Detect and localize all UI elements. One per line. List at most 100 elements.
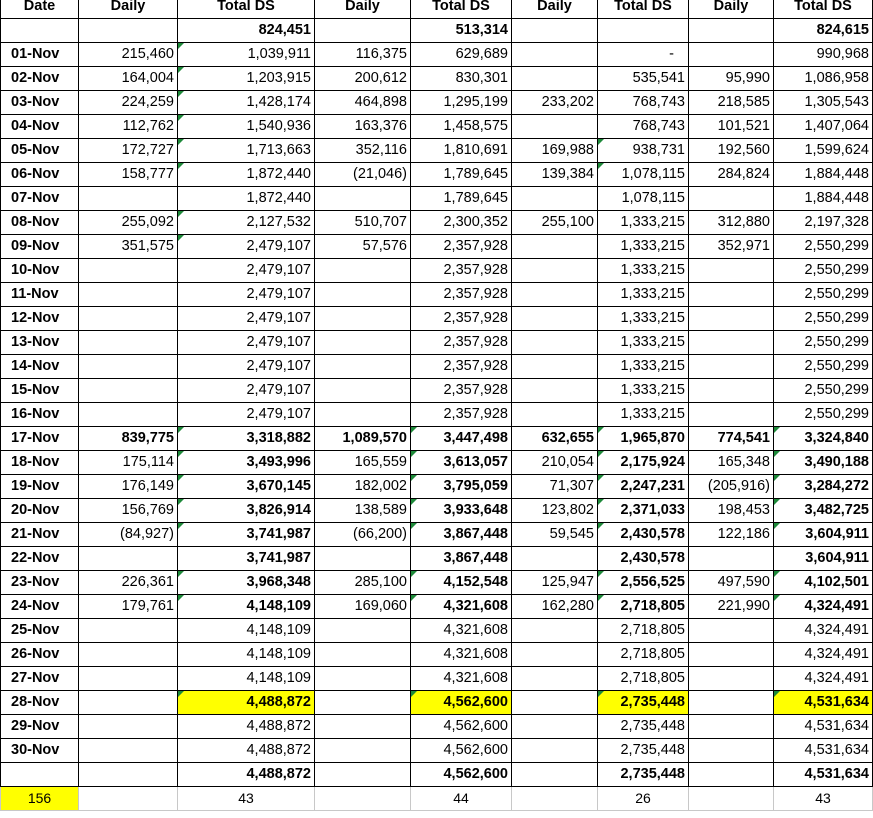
- total-ds-cell[interactable]: 2,300,352: [410, 210, 512, 235]
- daily-cell[interactable]: 71,307: [511, 474, 598, 499]
- closing-cell[interactable]: 4,562,600: [410, 762, 512, 787]
- total-ds-cell[interactable]: 2,479,107: [177, 354, 315, 379]
- daily-cell[interactable]: [511, 690, 598, 715]
- daily-cell[interactable]: [688, 330, 774, 355]
- closing-cell[interactable]: [0, 762, 79, 787]
- daily-cell[interactable]: 95,990: [688, 66, 774, 91]
- date-cell[interactable]: 24-Nov: [0, 594, 79, 619]
- date-cell[interactable]: 05-Nov: [0, 138, 79, 163]
- daily-cell[interactable]: 497,590: [688, 570, 774, 595]
- total-ds-cell[interactable]: 2,479,107: [177, 282, 315, 307]
- date-cell[interactable]: 17-Nov: [0, 426, 79, 451]
- total-ds-cell[interactable]: 2,718,805: [597, 666, 689, 691]
- daily-cell[interactable]: [314, 738, 411, 763]
- total-ds-cell[interactable]: 4,148,109: [177, 594, 315, 619]
- daily-cell[interactable]: 352,971: [688, 234, 774, 259]
- total-ds-cell[interactable]: 1,333,215: [597, 402, 689, 427]
- total-ds-cell[interactable]: 2,430,578: [597, 546, 689, 571]
- total-ds-cell[interactable]: 3,490,188: [773, 450, 873, 475]
- daily-cell[interactable]: 312,880: [688, 210, 774, 235]
- total-ds-cell[interactable]: 4,488,872: [177, 690, 315, 715]
- date-cell[interactable]: 11-Nov: [0, 282, 79, 307]
- daily-cell[interactable]: [78, 186, 178, 211]
- date-cell[interactable]: 19-Nov: [0, 474, 79, 499]
- opening-cell[interactable]: [314, 18, 411, 43]
- header-cell-date[interactable]: Date: [0, 0, 79, 19]
- total-ds-cell[interactable]: 1,086,958: [773, 66, 873, 91]
- total-ds-cell[interactable]: 2,718,805: [597, 618, 689, 643]
- total-ds-cell[interactable]: 1,713,663: [177, 138, 315, 163]
- daily-cell[interactable]: [78, 282, 178, 307]
- daily-cell[interactable]: 226,361: [78, 570, 178, 595]
- daily-cell[interactable]: [688, 378, 774, 403]
- daily-cell[interactable]: 156,769: [78, 498, 178, 523]
- total-ds-cell[interactable]: 2,550,299: [773, 234, 873, 259]
- total-ds-cell[interactable]: 1,078,115: [597, 162, 689, 187]
- closing-cell[interactable]: [314, 762, 411, 787]
- daily-cell[interactable]: 464,898: [314, 90, 411, 115]
- total-ds-cell[interactable]: 2,550,299: [773, 402, 873, 427]
- opening-cell[interactable]: 824,615: [773, 18, 873, 43]
- daily-cell[interactable]: 221,990: [688, 594, 774, 619]
- daily-cell[interactable]: 179,761: [78, 594, 178, 619]
- date-cell[interactable]: 29-Nov: [0, 714, 79, 739]
- total-ds-cell[interactable]: 1,295,199: [410, 90, 512, 115]
- total-ds-cell[interactable]: 4,531,634: [773, 714, 873, 739]
- total-ds-cell[interactable]: 2,735,448: [597, 738, 689, 763]
- daily-cell[interactable]: 215,460: [78, 42, 178, 67]
- total-ds-cell[interactable]: 1,333,215: [597, 378, 689, 403]
- daily-cell[interactable]: [511, 282, 598, 307]
- daily-cell[interactable]: 59,545: [511, 522, 598, 547]
- daily-cell[interactable]: [511, 234, 598, 259]
- total-ds-cell[interactable]: 4,148,109: [177, 666, 315, 691]
- daily-cell[interactable]: [688, 642, 774, 667]
- daily-cell[interactable]: [78, 690, 178, 715]
- date-cell[interactable]: 20-Nov: [0, 498, 79, 523]
- opening-cell[interactable]: [597, 18, 689, 43]
- date-cell[interactable]: 30-Nov: [0, 738, 79, 763]
- total-ds-cell[interactable]: 2,550,299: [773, 378, 873, 403]
- daily-cell[interactable]: [511, 378, 598, 403]
- daily-cell[interactable]: [314, 354, 411, 379]
- total-ds-cell[interactable]: 938,731: [597, 138, 689, 163]
- daily-cell[interactable]: [511, 66, 598, 91]
- total-ds-cell[interactable]: 2,357,928: [410, 282, 512, 307]
- daily-cell[interactable]: 169,988: [511, 138, 598, 163]
- total-ds-cell[interactable]: 1,872,440: [177, 162, 315, 187]
- total-ds-cell[interactable]: 2,357,928: [410, 378, 512, 403]
- closing-cell[interactable]: 4,488,872: [177, 762, 315, 787]
- total-ds-cell[interactable]: 2,127,532: [177, 210, 315, 235]
- header-cell[interactable]: Total DS: [177, 0, 315, 19]
- daily-cell[interactable]: 172,727: [78, 138, 178, 163]
- daily-cell[interactable]: [78, 642, 178, 667]
- total-ds-cell[interactable]: 3,447,498: [410, 426, 512, 451]
- total-ds-cell[interactable]: 2,556,525: [597, 570, 689, 595]
- daily-cell[interactable]: 138,589: [314, 498, 411, 523]
- daily-cell[interactable]: [688, 738, 774, 763]
- daily-cell[interactable]: (84,927): [78, 522, 178, 547]
- total-ds-cell[interactable]: 2,550,299: [773, 306, 873, 331]
- daily-cell[interactable]: [511, 642, 598, 667]
- total-ds-cell[interactable]: 1,039,911: [177, 42, 315, 67]
- total-ds-cell[interactable]: 4,148,109: [177, 642, 315, 667]
- total-ds-cell[interactable]: 1,965,870: [597, 426, 689, 451]
- total-ds-cell[interactable]: 4,152,548: [410, 570, 512, 595]
- closing-cell[interactable]: [78, 762, 178, 787]
- total-ds-cell[interactable]: 830,301: [410, 66, 512, 91]
- daily-cell[interactable]: 210,054: [511, 450, 598, 475]
- daily-cell[interactable]: [78, 738, 178, 763]
- daily-cell[interactable]: 101,521: [688, 114, 774, 139]
- total-ds-cell[interactable]: 3,867,448: [410, 546, 512, 571]
- daily-cell[interactable]: 176,149: [78, 474, 178, 499]
- daily-cell[interactable]: 164,004: [78, 66, 178, 91]
- date-cell[interactable]: 28-Nov: [0, 690, 79, 715]
- daily-cell[interactable]: [688, 546, 774, 571]
- daily-cell[interactable]: [511, 42, 598, 67]
- total-ds-cell[interactable]: 3,795,059: [410, 474, 512, 499]
- daily-cell[interactable]: 139,384: [511, 162, 598, 187]
- total-ds-cell[interactable]: 1,333,215: [597, 330, 689, 355]
- total-ds-cell[interactable]: 2,550,299: [773, 330, 873, 355]
- total-ds-cell[interactable]: 1,599,624: [773, 138, 873, 163]
- daily-cell[interactable]: [511, 258, 598, 283]
- total-ds-cell[interactable]: 4,321,608: [410, 642, 512, 667]
